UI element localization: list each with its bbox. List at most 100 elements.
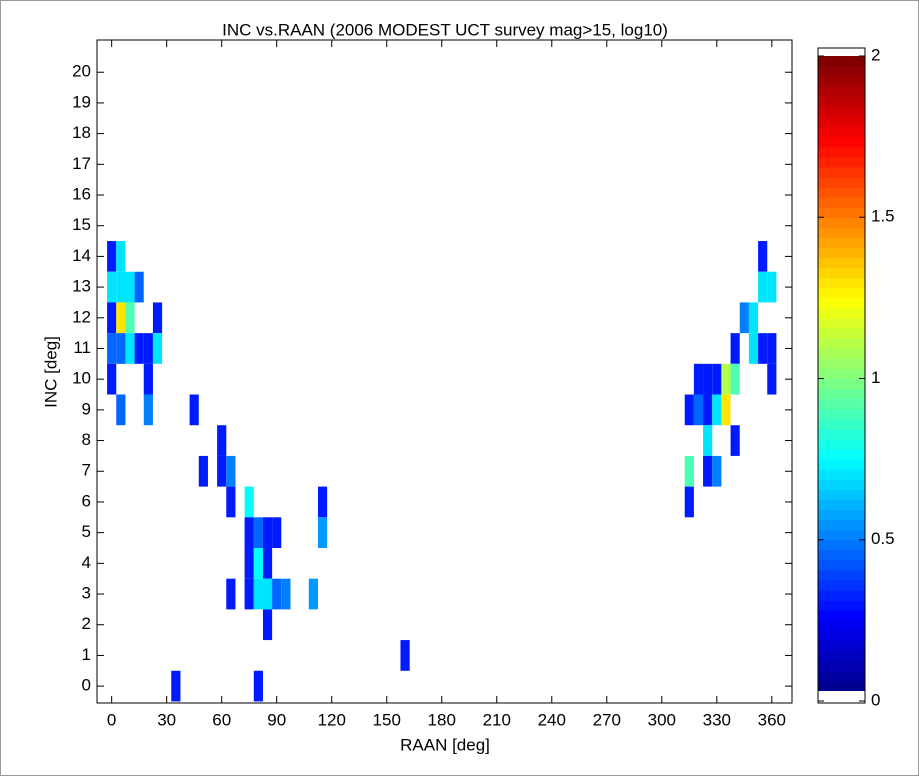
colorbar-step	[818, 398, 865, 410]
x-tick-label: 330	[703, 710, 731, 729]
heat-cell	[703, 425, 713, 456]
heat-cell	[152, 302, 163, 334]
y-tick-label: 0	[82, 676, 91, 695]
y-tick-label: 15	[72, 215, 91, 234]
colorbar-step	[818, 489, 865, 500]
colorbar-step	[818, 338, 865, 349]
colorbar-step	[818, 297, 865, 309]
heat-cell	[253, 670, 263, 702]
colorbar-tick-label: 2	[871, 45, 880, 64]
y-tick-label: 8	[82, 430, 91, 449]
heat-cell	[308, 578, 318, 610]
x-tick-label: 240	[538, 710, 566, 729]
y-tick-label: 6	[82, 491, 91, 510]
colorbar-step	[818, 499, 865, 511]
heat-cell	[253, 547, 263, 579]
colorbar-step	[818, 318, 865, 329]
x-tick-label: 180	[428, 710, 456, 729]
colorbar-step	[818, 106, 865, 117]
colorbar-frame	[817, 47, 866, 704]
colorbar-step	[818, 227, 865, 238]
heat-cell	[143, 394, 153, 426]
heat-cell	[758, 333, 768, 364]
colorbar-step	[818, 680, 865, 692]
colorbar-tick-label: 0	[871, 690, 880, 709]
heat-cell	[721, 363, 731, 395]
plot-frame	[96, 39, 793, 704]
heat-cell	[125, 333, 135, 364]
heat-cell	[703, 455, 713, 487]
colorbar-tick-label: 0.5	[871, 529, 895, 548]
colorbar-tick-label: 1.5	[871, 207, 895, 226]
colorbar-step	[818, 126, 865, 138]
heat-cell	[767, 363, 777, 395]
heat-cell	[712, 363, 722, 395]
heat-cell	[758, 271, 768, 303]
colorbar-step	[818, 378, 865, 390]
y-tick-label: 13	[72, 277, 91, 296]
heat-cell	[721, 394, 731, 426]
colorbar-step	[818, 610, 865, 621]
heat-cell	[684, 455, 694, 487]
colorbar-step	[818, 620, 865, 631]
heat-cell	[684, 394, 694, 426]
heat-cell	[767, 271, 777, 303]
colorbar-step	[818, 86, 865, 97]
x-tick-label: 150	[373, 710, 401, 729]
x-axis-label: RAAN [deg]	[400, 735, 490, 754]
heat-cell	[152, 333, 163, 364]
heat-cell	[116, 394, 126, 426]
heat-cell	[107, 302, 117, 334]
heat-cell	[693, 394, 704, 426]
colorbar-step	[818, 156, 865, 168]
y-tick-label: 19	[72, 92, 91, 111]
y-tick-label: 1	[82, 645, 91, 664]
colorbar-step	[818, 509, 865, 521]
heat-cell	[272, 578, 282, 610]
colorbar-step	[818, 146, 865, 158]
heat-cell	[730, 363, 740, 395]
colorbar-step	[818, 277, 865, 289]
x-tick-label: 300	[648, 710, 676, 729]
heat-cell	[189, 394, 199, 426]
colorbar-step	[818, 207, 865, 218]
colorbar-step	[818, 76, 865, 87]
heat-cell	[116, 271, 126, 303]
heat-cell	[107, 333, 117, 364]
heat-cell	[107, 241, 117, 272]
x-tick-label: 360	[758, 710, 786, 729]
colorbar-step	[818, 388, 865, 400]
x-tick-label: 0	[107, 710, 116, 729]
heat-cell	[693, 363, 704, 395]
heat-cell	[198, 455, 208, 487]
x-tick-label: 60	[212, 710, 231, 729]
colorbar-step	[818, 56, 865, 67]
y-tick-label: 12	[72, 307, 91, 326]
y-tick-label: 17	[72, 154, 91, 173]
y-tick-label: 2	[82, 614, 91, 633]
y-tick-label: 7	[82, 461, 91, 480]
heat-cell	[134, 271, 144, 303]
colorbar-blank	[818, 691, 865, 703]
heat-cell	[281, 578, 291, 610]
x-tick-label: 270	[593, 710, 621, 729]
heat-cell	[262, 578, 273, 610]
heat-cell	[262, 547, 273, 579]
colorbar-step	[818, 519, 865, 531]
y-tick-label: 14	[72, 246, 91, 265]
y-tick-label: 11	[73, 338, 91, 357]
colorbar-step	[818, 368, 865, 379]
colorbar-step	[818, 348, 865, 359]
heat-cell	[217, 455, 227, 487]
colorbar-step	[818, 569, 865, 581]
heat-cell	[244, 517, 254, 548]
y-tick-label: 3	[82, 584, 91, 603]
colorbar-step	[818, 197, 865, 208]
x-tick-label: 210	[483, 710, 511, 729]
colorbar-step	[818, 66, 865, 77]
colorbar-step	[818, 166, 865, 178]
y-tick-label: 5	[82, 522, 91, 541]
heat-cell	[226, 578, 236, 610]
heat-cell	[317, 517, 328, 548]
